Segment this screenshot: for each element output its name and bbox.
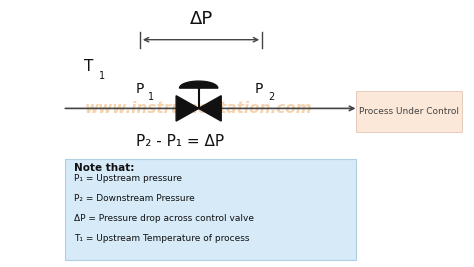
Text: 1: 1 bbox=[148, 92, 155, 102]
Text: ΔP: ΔP bbox=[190, 10, 213, 28]
Text: ΔP = Pressure drop across control valve: ΔP = Pressure drop across control valve bbox=[74, 214, 254, 223]
Text: P₂ - P₁ = ΔP: P₂ - P₁ = ΔP bbox=[136, 134, 224, 149]
Text: 1: 1 bbox=[99, 71, 105, 81]
Text: www.instrumentation.com: www.instrumentation.com bbox=[85, 101, 312, 116]
Text: T₁ = Upstream Temperature of process: T₁ = Upstream Temperature of process bbox=[74, 234, 250, 243]
FancyBboxPatch shape bbox=[65, 159, 356, 260]
Polygon shape bbox=[176, 96, 199, 121]
Text: P: P bbox=[255, 82, 264, 96]
Text: P: P bbox=[135, 82, 144, 96]
Text: Note that:: Note that: bbox=[74, 163, 135, 173]
Polygon shape bbox=[180, 81, 218, 88]
Text: 2: 2 bbox=[268, 92, 274, 102]
Text: Process Under Control: Process Under Control bbox=[359, 107, 459, 116]
FancyBboxPatch shape bbox=[356, 91, 462, 132]
Polygon shape bbox=[199, 96, 221, 121]
Text: P₁ = Upstream pressure: P₁ = Upstream pressure bbox=[74, 174, 182, 183]
Text: P₂ = Downstream Pressure: P₂ = Downstream Pressure bbox=[74, 194, 195, 203]
Text: T: T bbox=[83, 59, 93, 74]
